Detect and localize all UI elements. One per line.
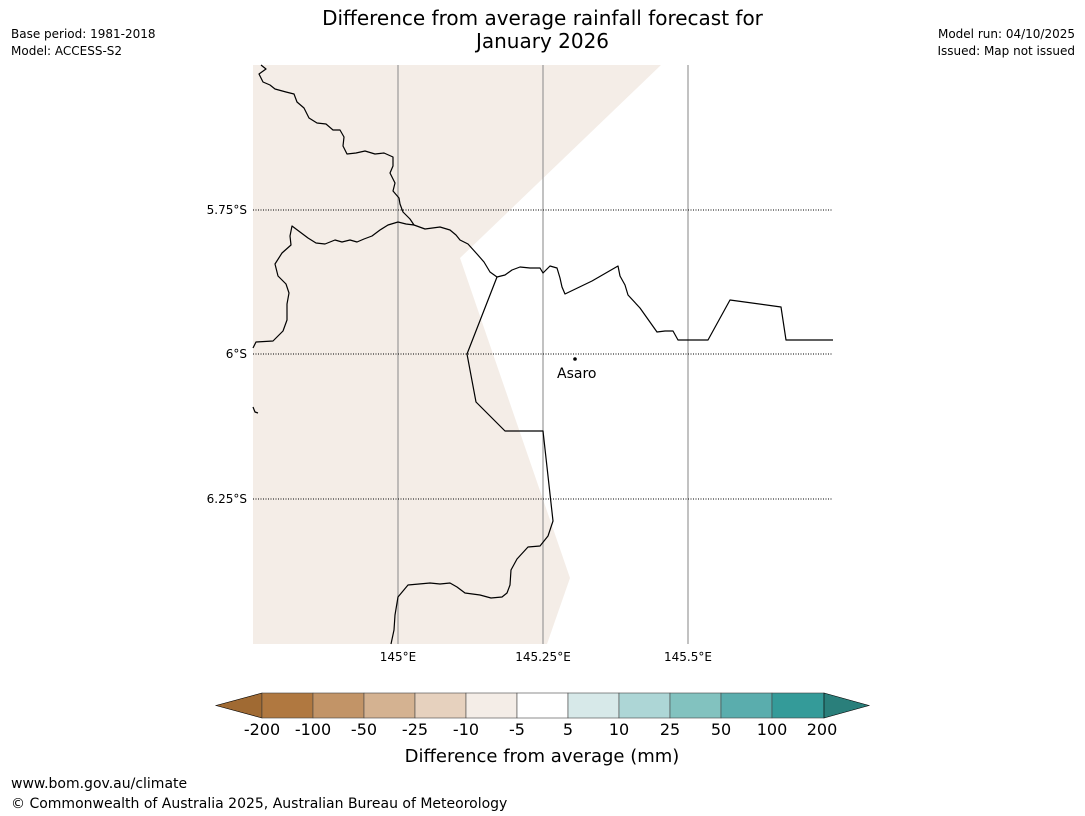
footer: www.bom.gov.au/climate © Commonwealth of… [11,774,507,814]
legend-tick-label: -10 [453,720,479,739]
legend-bin [567,692,620,719]
forecast-shaded-region [253,65,661,644]
legend-colorbar [214,692,871,719]
boundary-central [413,224,833,341]
issued-text: Issued: Map not issued [937,44,1075,58]
legend-tick-label: -50 [351,720,377,739]
legend-tick-label: -100 [295,720,331,739]
lon-label-145-5: 145.5°E [664,650,712,664]
legend-bin [261,692,314,719]
legend-tick-label: 50 [711,720,731,739]
base-period-text: Base period: 1981-2018 [11,27,156,41]
lat-label-6-25: 6.25°S [207,492,247,506]
legend-bin [414,692,467,719]
lon-label-145: 145°E [380,650,417,664]
legend-bin [771,692,825,719]
boundary-west-notch [252,406,259,414]
footer-url[interactable]: www.bom.gov.au/climate [11,776,188,792]
asaro-label: Asaro [557,366,596,382]
lat-label-6: 6°S [226,347,247,361]
meta-right: Model run: 04/10/2025 Issued: Map not is… [937,26,1075,60]
lon-label-145-25: 145.25°E [515,650,571,664]
footer-copyright: © Commonwealth of Australia 2025, Austra… [11,796,508,812]
meta-left: Base period: 1981-2018 Model: ACCESS-S2 [11,26,156,60]
title-line-2: January 2026 [475,29,610,53]
title-line-1: Difference from average rainfall forecas… [322,6,763,30]
asaro-marker [573,357,577,361]
legend-tick-label: 200 [807,720,838,739]
map-title: Difference from average rainfall forecas… [0,7,1085,53]
legend-tick-label: 100 [757,720,788,739]
legend-arrow-right [823,692,871,719]
legend-title: Difference from average (mm) [405,746,680,767]
legend-arrow-left [214,692,263,719]
legend-bin [720,692,773,719]
boundary-north [252,64,415,349]
legend-bin [669,692,722,719]
province-boundaries [252,64,833,645]
legend-tick-label: -200 [244,720,280,739]
boundary-south [390,276,554,645]
legend-bin [465,692,518,719]
legend-bin [312,692,365,719]
legend-tick-label: -5 [509,720,525,739]
lat-label-5-75: 5.75°S [207,203,247,217]
legend-bin [516,692,569,719]
model-run-text: Model run: 04/10/2025 [937,27,1075,41]
legend-tick-label: 10 [609,720,629,739]
legend-tick-label: -25 [402,720,428,739]
legend-tick-label: 25 [660,720,680,739]
legend-bin [363,692,416,719]
legend-bin [618,692,671,719]
model-text: Model: ACCESS-S2 [11,44,123,58]
legend-tick-label: 5 [563,720,573,739]
